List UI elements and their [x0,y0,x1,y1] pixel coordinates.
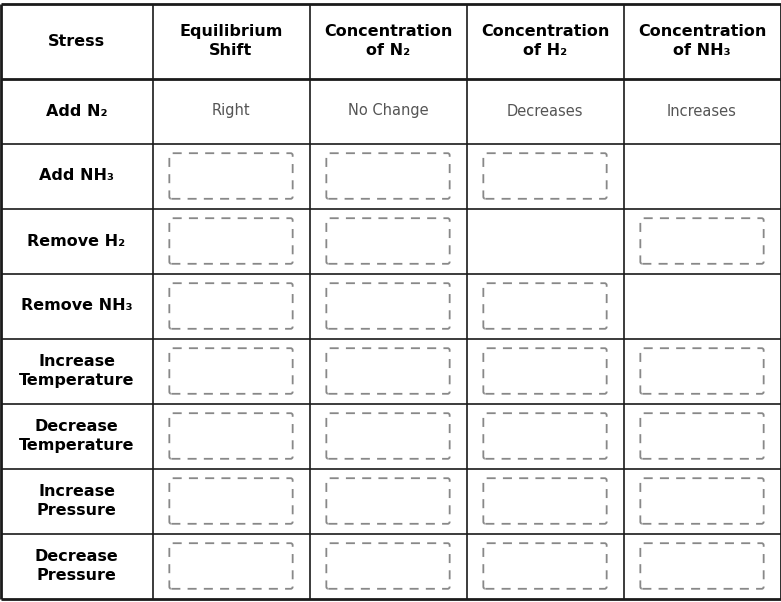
Text: Concentration
of H₂: Concentration of H₂ [481,24,609,58]
Text: Remove NH₃: Remove NH₃ [20,299,132,314]
Text: Equilibrium
Shift: Equilibrium Shift [180,24,283,58]
Text: Decrease
Pressure: Decrease Pressure [34,549,119,583]
Text: Increases: Increases [667,104,737,119]
Text: Right: Right [212,104,251,119]
Text: Decrease
Temperature: Decrease Temperature [19,419,134,453]
Text: Decreases: Decreases [507,104,583,119]
Text: Stress: Stress [48,34,105,49]
Text: Concentration
of N₂: Concentration of N₂ [324,24,452,58]
Text: Increase
Pressure: Increase Pressure [37,484,116,518]
Text: Add NH₃: Add NH₃ [39,169,114,184]
Text: Add N₂: Add N₂ [46,104,107,119]
Text: Concentration
of NH₃: Concentration of NH₃ [638,24,766,58]
Text: Remove H₂: Remove H₂ [27,234,126,249]
Text: No Change: No Change [348,104,428,119]
Text: Increase
Temperature: Increase Temperature [19,354,134,388]
